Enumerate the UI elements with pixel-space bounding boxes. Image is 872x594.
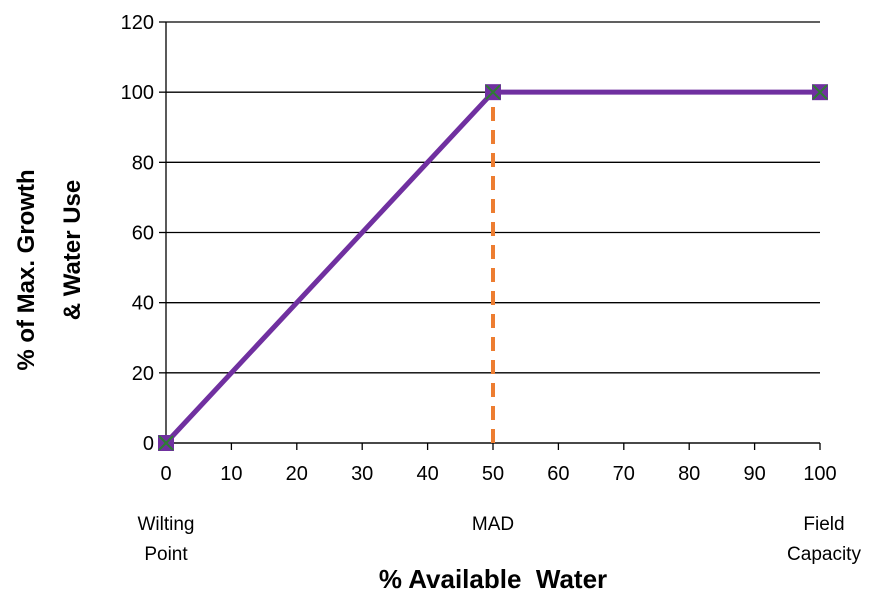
data-point bbox=[158, 435, 174, 451]
annotation-label: MAD bbox=[472, 514, 514, 535]
y-tick-label: 120 bbox=[121, 12, 154, 34]
x-tick-label: 0 bbox=[160, 463, 171, 485]
y-axis-label-line-1: % of Max. Growth bbox=[13, 169, 40, 370]
data-point bbox=[812, 84, 828, 101]
data-point-x bbox=[812, 84, 828, 100]
x-tick-label: 70 bbox=[613, 463, 635, 485]
x-tick-label: 30 bbox=[351, 463, 373, 485]
y-tick-label: 60 bbox=[132, 223, 154, 245]
y-tick-label: 20 bbox=[132, 363, 154, 385]
y-tick-labels: 0 20 40 60 80 100 120 bbox=[121, 12, 154, 455]
x-tick-label: 10 bbox=[220, 463, 242, 485]
annotation-label: Capacity bbox=[787, 544, 861, 565]
data-point bbox=[485, 84, 501, 101]
y-tick-label: 40 bbox=[132, 293, 154, 315]
data-point-x bbox=[485, 84, 501, 100]
x-tick-label: 90 bbox=[743, 463, 765, 485]
y-tick-label: 0 bbox=[143, 433, 154, 455]
y-tick-label: 80 bbox=[132, 152, 154, 174]
x-tick-label: 20 bbox=[286, 463, 308, 485]
x-tick-label: 60 bbox=[547, 463, 569, 485]
x-tick-label: 100 bbox=[803, 463, 836, 485]
y-axis-label-line-2: & Water Use bbox=[59, 180, 86, 320]
annotation-label: Wilting bbox=[137, 514, 194, 535]
x-tick-label: 40 bbox=[416, 463, 438, 485]
x-tick-label: 50 bbox=[482, 463, 504, 485]
annotation-label: Point bbox=[144, 544, 188, 565]
annotation-label: Field bbox=[803, 514, 844, 535]
annotations: Wilting Point MAD Field Capacity bbox=[137, 514, 861, 565]
data-point-x bbox=[158, 435, 174, 451]
series bbox=[158, 84, 828, 451]
y-tick-label: 100 bbox=[121, 82, 154, 104]
x-tick-labels: 0 10 20 30 40 50 60 70 80 90 100 bbox=[160, 463, 836, 485]
x-axis-label: % Available Water bbox=[379, 564, 607, 594]
x-tick-label: 80 bbox=[678, 463, 700, 485]
